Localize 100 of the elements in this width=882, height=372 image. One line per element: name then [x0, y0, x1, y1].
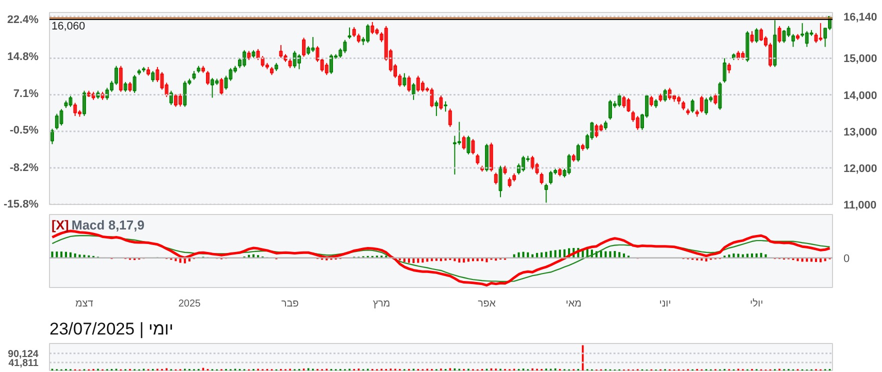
candlestick: [498, 165, 502, 198]
candlestick: [654, 98, 658, 108]
candlestick: [183, 80, 187, 108]
candlestick: [388, 48, 392, 72]
candlestick: [426, 86, 430, 92]
candlestick: [412, 82, 416, 100]
candlestick: [512, 172, 516, 182]
candlestick: [279, 44, 283, 58]
candlestick: [343, 39, 347, 54]
bar: [60, 252, 62, 258]
candlestick: [490, 142, 494, 172]
candlestick: [224, 75, 228, 90]
candlestick: [110, 80, 114, 92]
candlestick: [764, 36, 768, 48]
candlestick: [233, 65, 237, 74]
candlestick: [690, 98, 694, 114]
candlestick: [778, 26, 782, 44]
candlestick: [274, 62, 278, 72]
y2-tick-label: -0.5%: [10, 124, 39, 137]
candlestick: [196, 65, 200, 74]
candlestick: [682, 100, 686, 111]
y-tick-label: 14,000: [844, 90, 878, 102]
candlestick: [105, 87, 109, 100]
candlestick: [146, 66, 150, 76]
candlestick: [576, 143, 580, 162]
candlestick: [558, 167, 562, 177]
candlestick: [746, 30, 750, 62]
candlestick: [622, 95, 626, 108]
candlestick: [476, 154, 480, 166]
y2-tick-label: -8.2%: [10, 162, 39, 174]
candlestick: [380, 32, 384, 43]
candlestick: [503, 165, 507, 176]
candlestick: [554, 168, 558, 176]
candlestick: [608, 99, 612, 120]
candlestick: [613, 100, 617, 108]
candlestick: [329, 54, 333, 74]
y-tick-label: 41,811: [8, 358, 39, 370]
candlestick: [668, 87, 672, 100]
candlestick: [530, 155, 534, 170]
candlestick: [452, 135, 456, 176]
bar: [618, 252, 620, 258]
bar: [609, 251, 612, 258]
candlestick: [677, 95, 681, 105]
candlestick: [169, 90, 173, 106]
candlestick: [750, 30, 754, 44]
candlestick: [567, 154, 571, 176]
bar: [56, 252, 58, 258]
x-tick-label: 2025: [178, 298, 202, 310]
candlestick: [800, 22, 804, 38]
candlestick: [348, 26, 352, 40]
candlestick: [581, 143, 585, 152]
candlestick: [270, 66, 274, 76]
candlestick: [265, 62, 269, 70]
candlestick: [663, 88, 667, 102]
candlestick: [247, 50, 251, 61]
x-tick-label: מאי: [566, 298, 582, 310]
candlestick: [416, 75, 420, 92]
candlestick: [68, 95, 72, 108]
bar: [554, 250, 556, 258]
candlestick: [142, 66, 146, 73]
candlestick: [471, 138, 475, 155]
candlestick: [316, 46, 320, 62]
candlestick: [50, 128, 54, 145]
candlestick: [572, 154, 576, 162]
candlestick: [132, 74, 136, 94]
candlestick: [64, 100, 68, 108]
candlestick: [375, 28, 379, 36]
y2-tick-label: 7.1%: [13, 88, 39, 100]
candlestick: [508, 176, 512, 188]
candlestick: [306, 46, 310, 56]
candlestick: [718, 81, 722, 110]
candlestick: [284, 54, 288, 62]
candlestick: [174, 94, 178, 108]
y2-tick-label: -15.8%: [4, 198, 39, 210]
candlestick: [156, 66, 160, 82]
candlestick: [645, 94, 649, 118]
y2-tick-label: 14.8%: [7, 50, 39, 63]
x-tick-label: יולי: [750, 298, 764, 310]
candlestick: [695, 109, 699, 118]
candlestick: [714, 93, 718, 106]
candlestick: [201, 65, 205, 74]
candlestick: [420, 80, 424, 92]
candlestick: [206, 70, 210, 86]
candlestick: [370, 22, 374, 35]
candlestick: [759, 28, 763, 42]
candlestick: [160, 72, 164, 90]
candlestick: [384, 26, 388, 62]
candlestick: [439, 95, 443, 110]
bar: [550, 250, 552, 258]
candlestick: [814, 32, 818, 44]
candlestick: [151, 70, 155, 82]
candlestick: [818, 22, 822, 42]
candlestick: [302, 37, 306, 58]
candlestick: [366, 24, 370, 44]
candlestick: [356, 33, 360, 44]
candlestick: [526, 155, 530, 162]
candlestick: [430, 87, 434, 108]
y-tick-label: 13,000: [844, 126, 878, 138]
candlestick: [228, 68, 232, 82]
candlestick: [754, 28, 758, 44]
